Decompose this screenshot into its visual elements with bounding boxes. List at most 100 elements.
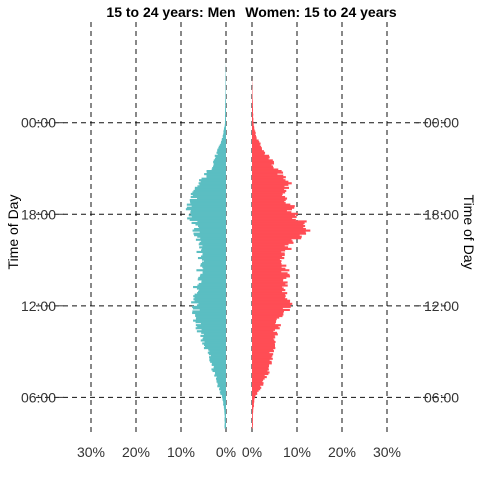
men-bar [199,246,226,249]
women-bar [252,282,286,286]
women-bar [252,392,258,395]
women-bar [252,305,291,308]
women-bar [252,125,255,128]
y-tick-label: 00:00 [424,115,459,131]
men-bar [201,240,226,243]
women-bar [252,325,279,328]
men-bar [216,151,226,154]
women-bar [252,366,269,369]
men-bar [225,108,226,112]
women-bar [252,115,254,118]
men-bar [199,289,226,292]
women-bar [252,292,288,295]
men-bar [225,118,226,121]
women-bar [252,223,304,226]
women-bar [252,264,287,267]
men-bar [195,314,226,318]
women-bar [252,372,269,376]
women-bar [252,116,254,119]
men-bar [224,420,226,423]
women-bar [252,415,253,418]
men-bar [224,125,226,128]
x-tick-label: 30% [77,444,105,460]
women-bar [252,267,286,270]
men-bar [198,282,226,286]
women-bar [252,272,288,275]
x-tick-label: 0% [216,444,236,460]
women-bar [252,232,307,235]
men-bar [193,232,226,235]
women-bar [252,401,254,405]
men-bar [225,101,226,104]
men-bar [207,351,226,354]
women-bar [252,229,311,232]
men-bar [224,411,226,414]
panel-women-title: Women: 15 to 24 years [245,4,397,20]
men-bar [198,290,226,293]
men-bar [214,154,226,157]
women-bar [252,340,276,344]
men-bar [192,191,226,194]
women-bar [252,269,290,272]
women-bar [252,121,254,124]
men-bar [218,147,226,150]
men-bar [220,389,226,392]
women-bar [252,350,274,353]
women-bar [252,154,270,157]
women-bar [252,150,264,153]
men-bar [200,339,226,342]
women-bar [252,412,253,415]
men-bar [219,388,226,391]
women-bar [252,185,285,188]
women-bar [252,141,260,144]
men-bar [190,212,226,215]
women-bar [252,197,288,200]
women-bar [252,221,305,225]
men-bar [192,310,226,313]
men-bar [185,208,226,211]
men-bar [206,174,226,177]
men-bar [191,205,226,208]
men-bar [197,224,226,228]
women-bar [252,388,261,391]
men-bar [203,347,226,350]
men-bar [217,153,226,156]
x-tick-label: 20% [328,444,356,460]
men-bar [225,99,226,102]
women-bar [252,409,254,412]
men-bar [210,360,226,363]
men-bar [203,267,226,270]
men-bar [194,293,226,296]
women-bar [252,336,276,339]
men-bar [224,115,226,118]
men-bar [202,266,226,269]
men-bar [217,383,226,386]
women-bar [252,231,306,234]
men-bar [202,253,226,257]
men-bar [224,127,226,130]
women-bar [252,420,253,423]
men-bar [224,414,226,417]
women-bar [252,157,269,160]
men-bar [206,176,226,179]
women-bar [252,208,292,211]
women-bar [252,310,285,313]
men-bar [223,403,226,406]
men-bar [189,218,226,221]
women-bar [252,348,274,351]
men-bar [208,348,226,351]
men-bar [195,327,226,330]
men-bar [191,301,226,304]
women-bar [252,139,259,142]
men-bar [199,308,226,311]
women-bar [252,250,282,254]
men-bar [225,96,226,99]
women-bar [252,293,286,296]
panel-women-x-ticks: 0% 10% 20% 30% [242,444,401,460]
men-bar [197,284,226,287]
men-bar [216,379,226,382]
men-bar [217,382,226,385]
men-bar [193,319,226,322]
women-bar [252,321,276,324]
men-bar [198,226,226,229]
